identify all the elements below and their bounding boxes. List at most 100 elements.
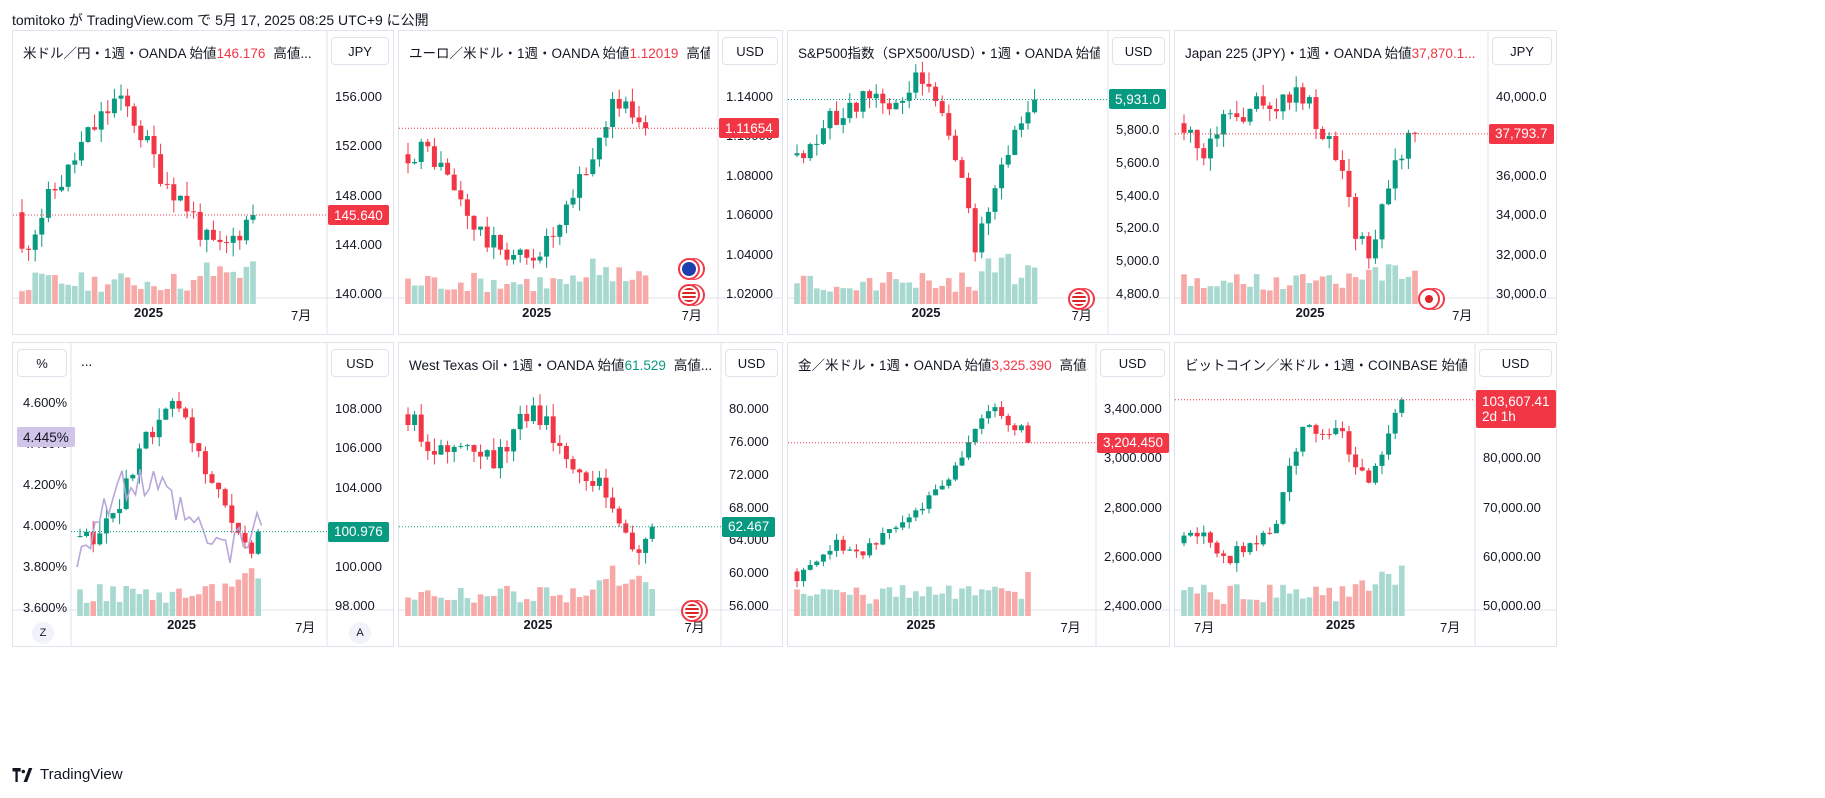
volume-bar: [913, 591, 919, 616]
volume-bar: [157, 290, 164, 304]
candle-body: [847, 549, 853, 551]
volume-bar: [1366, 590, 1372, 616]
currency-button[interactable]: JPY: [1492, 37, 1552, 65]
symbol-label: 米ドル／円・1週・OANDA 始値: [23, 46, 217, 61]
candle-body: [814, 143, 820, 145]
candle-body: [1306, 425, 1312, 427]
eu-flag-icon[interactable]: [678, 258, 700, 280]
candle-body: [827, 550, 833, 555]
left-unit-button[interactable]: %: [17, 349, 67, 377]
volume-bar: [78, 272, 85, 304]
volume-bar: [451, 599, 457, 616]
currency-button[interactable]: USD: [331, 349, 389, 377]
chart-title[interactable]: Japan 225 (JPY)・1週・OANDA 始値37,870.1...: [1185, 42, 1480, 62]
tradingview-footer[interactable]: TradingView: [12, 766, 123, 783]
candle-body: [530, 405, 536, 422]
currency-button[interactable]: USD: [1479, 349, 1552, 377]
candle-body: [1247, 543, 1253, 553]
volume-bar: [229, 586, 235, 616]
chart-title[interactable]: 米ドル／円・1週・OANDA 始値146.176 高値...: [23, 42, 312, 62]
chart-canvas[interactable]: [13, 31, 394, 335]
currency-button[interactable]: USD: [1100, 349, 1165, 377]
volume-bar: [177, 288, 184, 304]
chart-panel-2[interactable]: 1.140001.100001.080001.060001.040001.020…: [398, 30, 783, 335]
volume-bar: [444, 600, 451, 616]
us-flag-icon[interactable]: [681, 600, 703, 622]
candle-body: [893, 102, 899, 110]
volume-bar: [1286, 593, 1293, 616]
chart-title[interactable]: ...: [81, 354, 100, 369]
volume-bar: [458, 282, 464, 304]
candle-body: [1300, 87, 1306, 104]
brand-label: TradingView: [40, 766, 123, 783]
candle-body: [636, 117, 642, 123]
chart-title[interactable]: ユーロ／米ドル・1週・OANDA 始値1.12019 高値...: [409, 42, 710, 62]
volume-bar: [847, 288, 853, 304]
volume-bar: [25, 289, 32, 304]
chart-panel-5[interactable]: 108.000106.000104.000102.000100.00098.00…: [12, 342, 394, 647]
candle-body: [1181, 535, 1187, 544]
chart-panel-8[interactable]: 90,000.0080,000.0070,000.0060,000.0050,0…: [1174, 342, 1557, 647]
volume-bar: [853, 290, 860, 304]
chart-panel-7[interactable]: 3,400.000 3,000.000 2,800.000 2,600.000 2,40…: [787, 342, 1170, 647]
candle-body: [425, 441, 431, 451]
candle-body: [183, 408, 189, 418]
volume-bar: [136, 594, 143, 616]
chart-canvas[interactable]: [788, 343, 1170, 647]
jp-flag-icon[interactable]: [1418, 288, 1440, 310]
candle-body: [557, 225, 563, 237]
chart-canvas[interactable]: [399, 343, 783, 647]
volume-bar: [563, 602, 570, 616]
auto-scale-button[interactable]: A: [349, 622, 371, 644]
candle-body: [130, 474, 136, 479]
chart-title[interactable]: 金／米ドル・1週・OANDA 始値3,325.390 高値...: [798, 354, 1088, 374]
currency-button[interactable]: USD: [1112, 37, 1165, 65]
candle-body: [196, 443, 202, 452]
candle-body: [1227, 113, 1233, 115]
y-axis-tick: 98.000: [335, 598, 375, 613]
volume-bar: [979, 589, 985, 616]
volume-bar: [965, 586, 972, 616]
chart-title[interactable]: S&P500指数（SPX500/USD）・1週・OANDA 始値...: [798, 42, 1100, 62]
candle-body: [1386, 188, 1392, 205]
candle-body: [164, 183, 170, 185]
zoom-button[interactable]: Z: [32, 622, 54, 644]
chart-panel-1[interactable]: 156.000 152.000 148.000 144.000 140.000 2025 7…: [12, 30, 394, 335]
chart-canvas[interactable]: [399, 31, 783, 335]
us-flag-icon[interactable]: [678, 284, 700, 306]
currency-button[interactable]: USD: [722, 37, 778, 65]
chart-panel-4[interactable]: 40,000.038,000.036,000.034,000.032,000.0…: [1174, 30, 1557, 335]
chart-canvas[interactable]: [13, 343, 394, 647]
candle-body: [794, 153, 800, 156]
volume-bar: [1267, 584, 1273, 616]
y-axis-tick: 148.000: [335, 187, 382, 203]
volume-bar: [143, 589, 149, 616]
candle-body: [966, 177, 972, 209]
chart-panel-6[interactable]: 80.000 76.000 72.000 68.000 64.000 60.000 56.0…: [398, 342, 783, 647]
candle-body: [1313, 97, 1319, 129]
volume-bar: [583, 595, 589, 616]
candle-body: [1267, 532, 1273, 534]
chart-title[interactable]: West Texas Oil・1週・OANDA 始値61.529 高値...: [409, 354, 712, 374]
chart-canvas[interactable]: [1175, 343, 1557, 647]
candle-body: [1254, 543, 1260, 545]
chart-panel-3[interactable]: 6,000.05,800.05,600.05,400.05,200.05,000…: [787, 30, 1170, 335]
volume-bar: [1280, 584, 1286, 616]
last-price-tag: 103,607.41 2d 1h: [1476, 389, 1556, 428]
currency-button[interactable]: JPY: [331, 37, 389, 65]
candle-body: [1372, 465, 1378, 483]
volume-bar: [1313, 586, 1319, 616]
candle-body: [1025, 112, 1031, 124]
currency-button[interactable]: USD: [725, 349, 778, 377]
chart-canvas[interactable]: [788, 31, 1170, 335]
candle-body: [563, 445, 569, 460]
chart-title[interactable]: ビットコイン／米ドル・1週・COINBASE 始値...: [1185, 354, 1467, 374]
candle-body: [1379, 204, 1385, 240]
candle-body: [801, 153, 807, 159]
volume-bar: [932, 288, 939, 304]
volume-bar: [484, 596, 490, 616]
y-axis-tick: 76.000: [729, 433, 769, 449]
chart-canvas[interactable]: [1175, 31, 1557, 335]
candle-body: [1221, 553, 1227, 556]
us-flag-icon[interactable]: [1068, 288, 1090, 310]
